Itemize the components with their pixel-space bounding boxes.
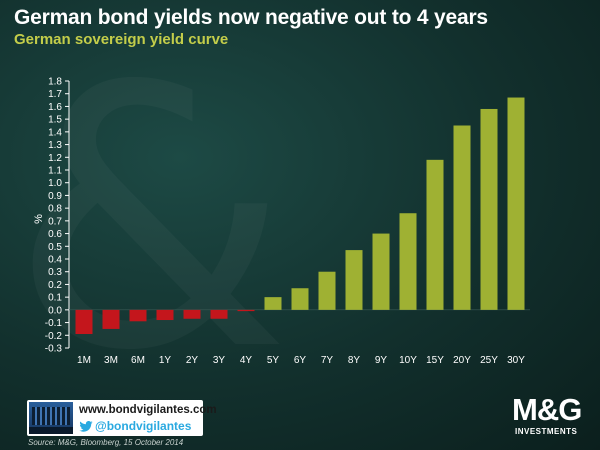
bar-15Y bbox=[426, 159, 444, 310]
x-tick-label: 2Y bbox=[186, 355, 199, 366]
chart-title: German bond yields now negative out to 4… bbox=[14, 6, 488, 29]
x-tick-label: 25Y bbox=[480, 355, 498, 366]
x-tick-label: 3Y bbox=[213, 355, 226, 366]
y-tick-label: 1.2 bbox=[48, 153, 62, 164]
y-tick-label: 0.5 bbox=[48, 242, 62, 253]
bar-20Y bbox=[453, 125, 471, 310]
source-note: Source: M&G, Bloomberg, 15 October 2014 bbox=[28, 438, 184, 447]
x-tick-label: 30Y bbox=[507, 355, 525, 366]
twitter-handle[interactable]: @bondvigilantes bbox=[95, 419, 192, 433]
bar-30Y bbox=[507, 97, 525, 310]
x-tick-label: 3M bbox=[104, 355, 118, 366]
y-tick-label: -0.2 bbox=[45, 331, 63, 342]
bar-7Y bbox=[318, 271, 336, 310]
y-tick-label: 1.8 bbox=[48, 77, 62, 88]
bar-8Y bbox=[345, 250, 363, 310]
bar-25Y bbox=[480, 108, 498, 310]
x-tick-label: 5Y bbox=[267, 355, 280, 366]
twitter-icon bbox=[79, 421, 93, 432]
y-axis-title: % bbox=[33, 214, 45, 224]
x-tick-label: 15Y bbox=[426, 355, 444, 366]
bar-9Y bbox=[372, 233, 390, 310]
y-tick-label: 0.3 bbox=[48, 267, 62, 278]
y-tick-label: 1.6 bbox=[48, 102, 62, 113]
y-tick-label: 0.7 bbox=[48, 216, 62, 227]
y-tick-label: 1.0 bbox=[48, 178, 62, 189]
x-tick-label: 6M bbox=[131, 355, 145, 366]
bar-3M bbox=[102, 309, 120, 329]
bar-3Y bbox=[210, 309, 228, 319]
y-tick-label: 0.2 bbox=[48, 280, 62, 291]
bar-5Y bbox=[264, 297, 282, 310]
bar-4Y bbox=[237, 309, 255, 312]
website-link[interactable]: www.bondvigilantes.com bbox=[79, 404, 217, 416]
x-tick-label: 8Y bbox=[348, 355, 361, 366]
x-tick-label: 4Y bbox=[240, 355, 253, 366]
x-tick-label: 20Y bbox=[453, 355, 471, 366]
y-tick-label: 1.1 bbox=[48, 166, 62, 177]
x-tick-label: 6Y bbox=[294, 355, 307, 366]
x-tick-label: 1M bbox=[77, 355, 91, 366]
y-tick-label: 1.7 bbox=[48, 89, 62, 100]
y-tick-label: 0.0 bbox=[48, 305, 62, 316]
bar-2Y bbox=[183, 309, 201, 319]
chart-subtitle: German sovereign yield curve bbox=[14, 31, 229, 48]
y-tick-label: -0.3 bbox=[45, 344, 63, 355]
y-tick-label: 1.3 bbox=[48, 140, 62, 151]
bond-vigilantes-logo bbox=[29, 402, 73, 434]
y-tick-label: -0.1 bbox=[45, 318, 63, 329]
x-tick-label: 9Y bbox=[375, 355, 388, 366]
mg-logo-subtitle: INVESTMENTS bbox=[515, 427, 578, 436]
y-tick-label: 0.6 bbox=[48, 229, 62, 240]
bondvigilantes-panel[interactable]: www.bondvigilantes.com @bondvigilantes bbox=[27, 400, 217, 436]
y-tick-label: 1.5 bbox=[48, 115, 62, 126]
y-tick-label: 0.9 bbox=[48, 191, 62, 202]
mg-logo: M&G bbox=[512, 392, 582, 427]
bar-1M bbox=[75, 309, 93, 335]
y-tick-label: 0.4 bbox=[48, 255, 62, 266]
bar-1Y bbox=[156, 309, 174, 321]
y-tick-label: 0.1 bbox=[48, 293, 62, 304]
x-tick-label: 7Y bbox=[321, 355, 334, 366]
y-tick-label: 1.4 bbox=[48, 127, 62, 138]
x-tick-label: 1Y bbox=[159, 355, 172, 366]
bar-10Y bbox=[399, 213, 417, 310]
x-tick-label: 10Y bbox=[399, 355, 417, 366]
bar-6Y bbox=[291, 288, 309, 310]
y-tick-label: 0.8 bbox=[48, 204, 62, 215]
bar-6M bbox=[129, 309, 147, 322]
